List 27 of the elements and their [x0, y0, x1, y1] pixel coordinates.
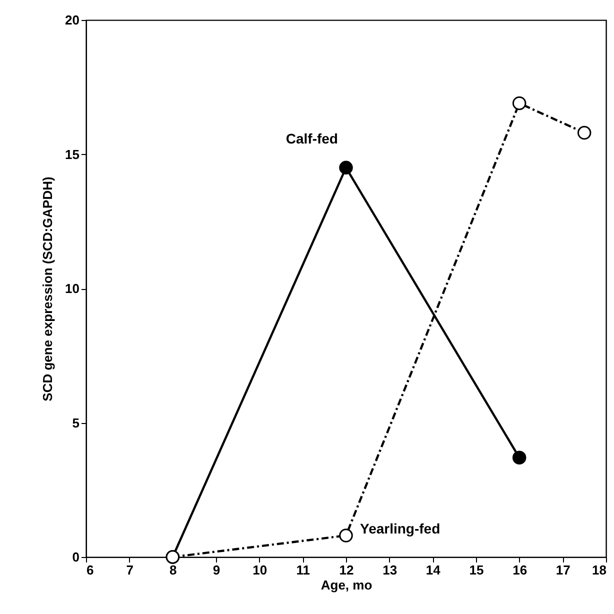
x-tick-label: 15 [469, 562, 484, 578]
y-tick-label: 5 [72, 415, 80, 430]
point [339, 160, 353, 175]
point [339, 528, 353, 542]
x-tick-label: 9 [212, 562, 220, 578]
y-tick-label: 10 [65, 281, 80, 296]
x-tick-label: 10 [252, 562, 268, 578]
point [512, 96, 526, 110]
x-tick-label: 17 [556, 562, 570, 578]
series-label: Calf-fed [286, 130, 338, 147]
point [512, 450, 526, 465]
x-tick-label: 13 [382, 562, 398, 578]
y-tick-label: 15 [65, 146, 80, 162]
point [577, 126, 592, 140]
y-tick-label: 0 [72, 550, 80, 564]
x-tick-label: 8 [170, 562, 177, 578]
x-tick-label: 6 [86, 562, 94, 578]
x-tick-label: 11 [296, 562, 310, 578]
x-tick-label: 12 [339, 562, 354, 578]
y-tick-label: 20 [65, 12, 80, 28]
x-tick-label: 14 [426, 562, 442, 578]
x-tick-label: 18 [592, 562, 606, 578]
x-tick-label: 7 [126, 562, 134, 578]
y-axis-title: SCD gene expression (SCD:GAPDH) [40, 176, 56, 402]
series-label: Yearling-fed [360, 520, 440, 537]
x-tick-label: 16 [512, 562, 528, 578]
x-axis-title: Age, mo [320, 578, 372, 592]
